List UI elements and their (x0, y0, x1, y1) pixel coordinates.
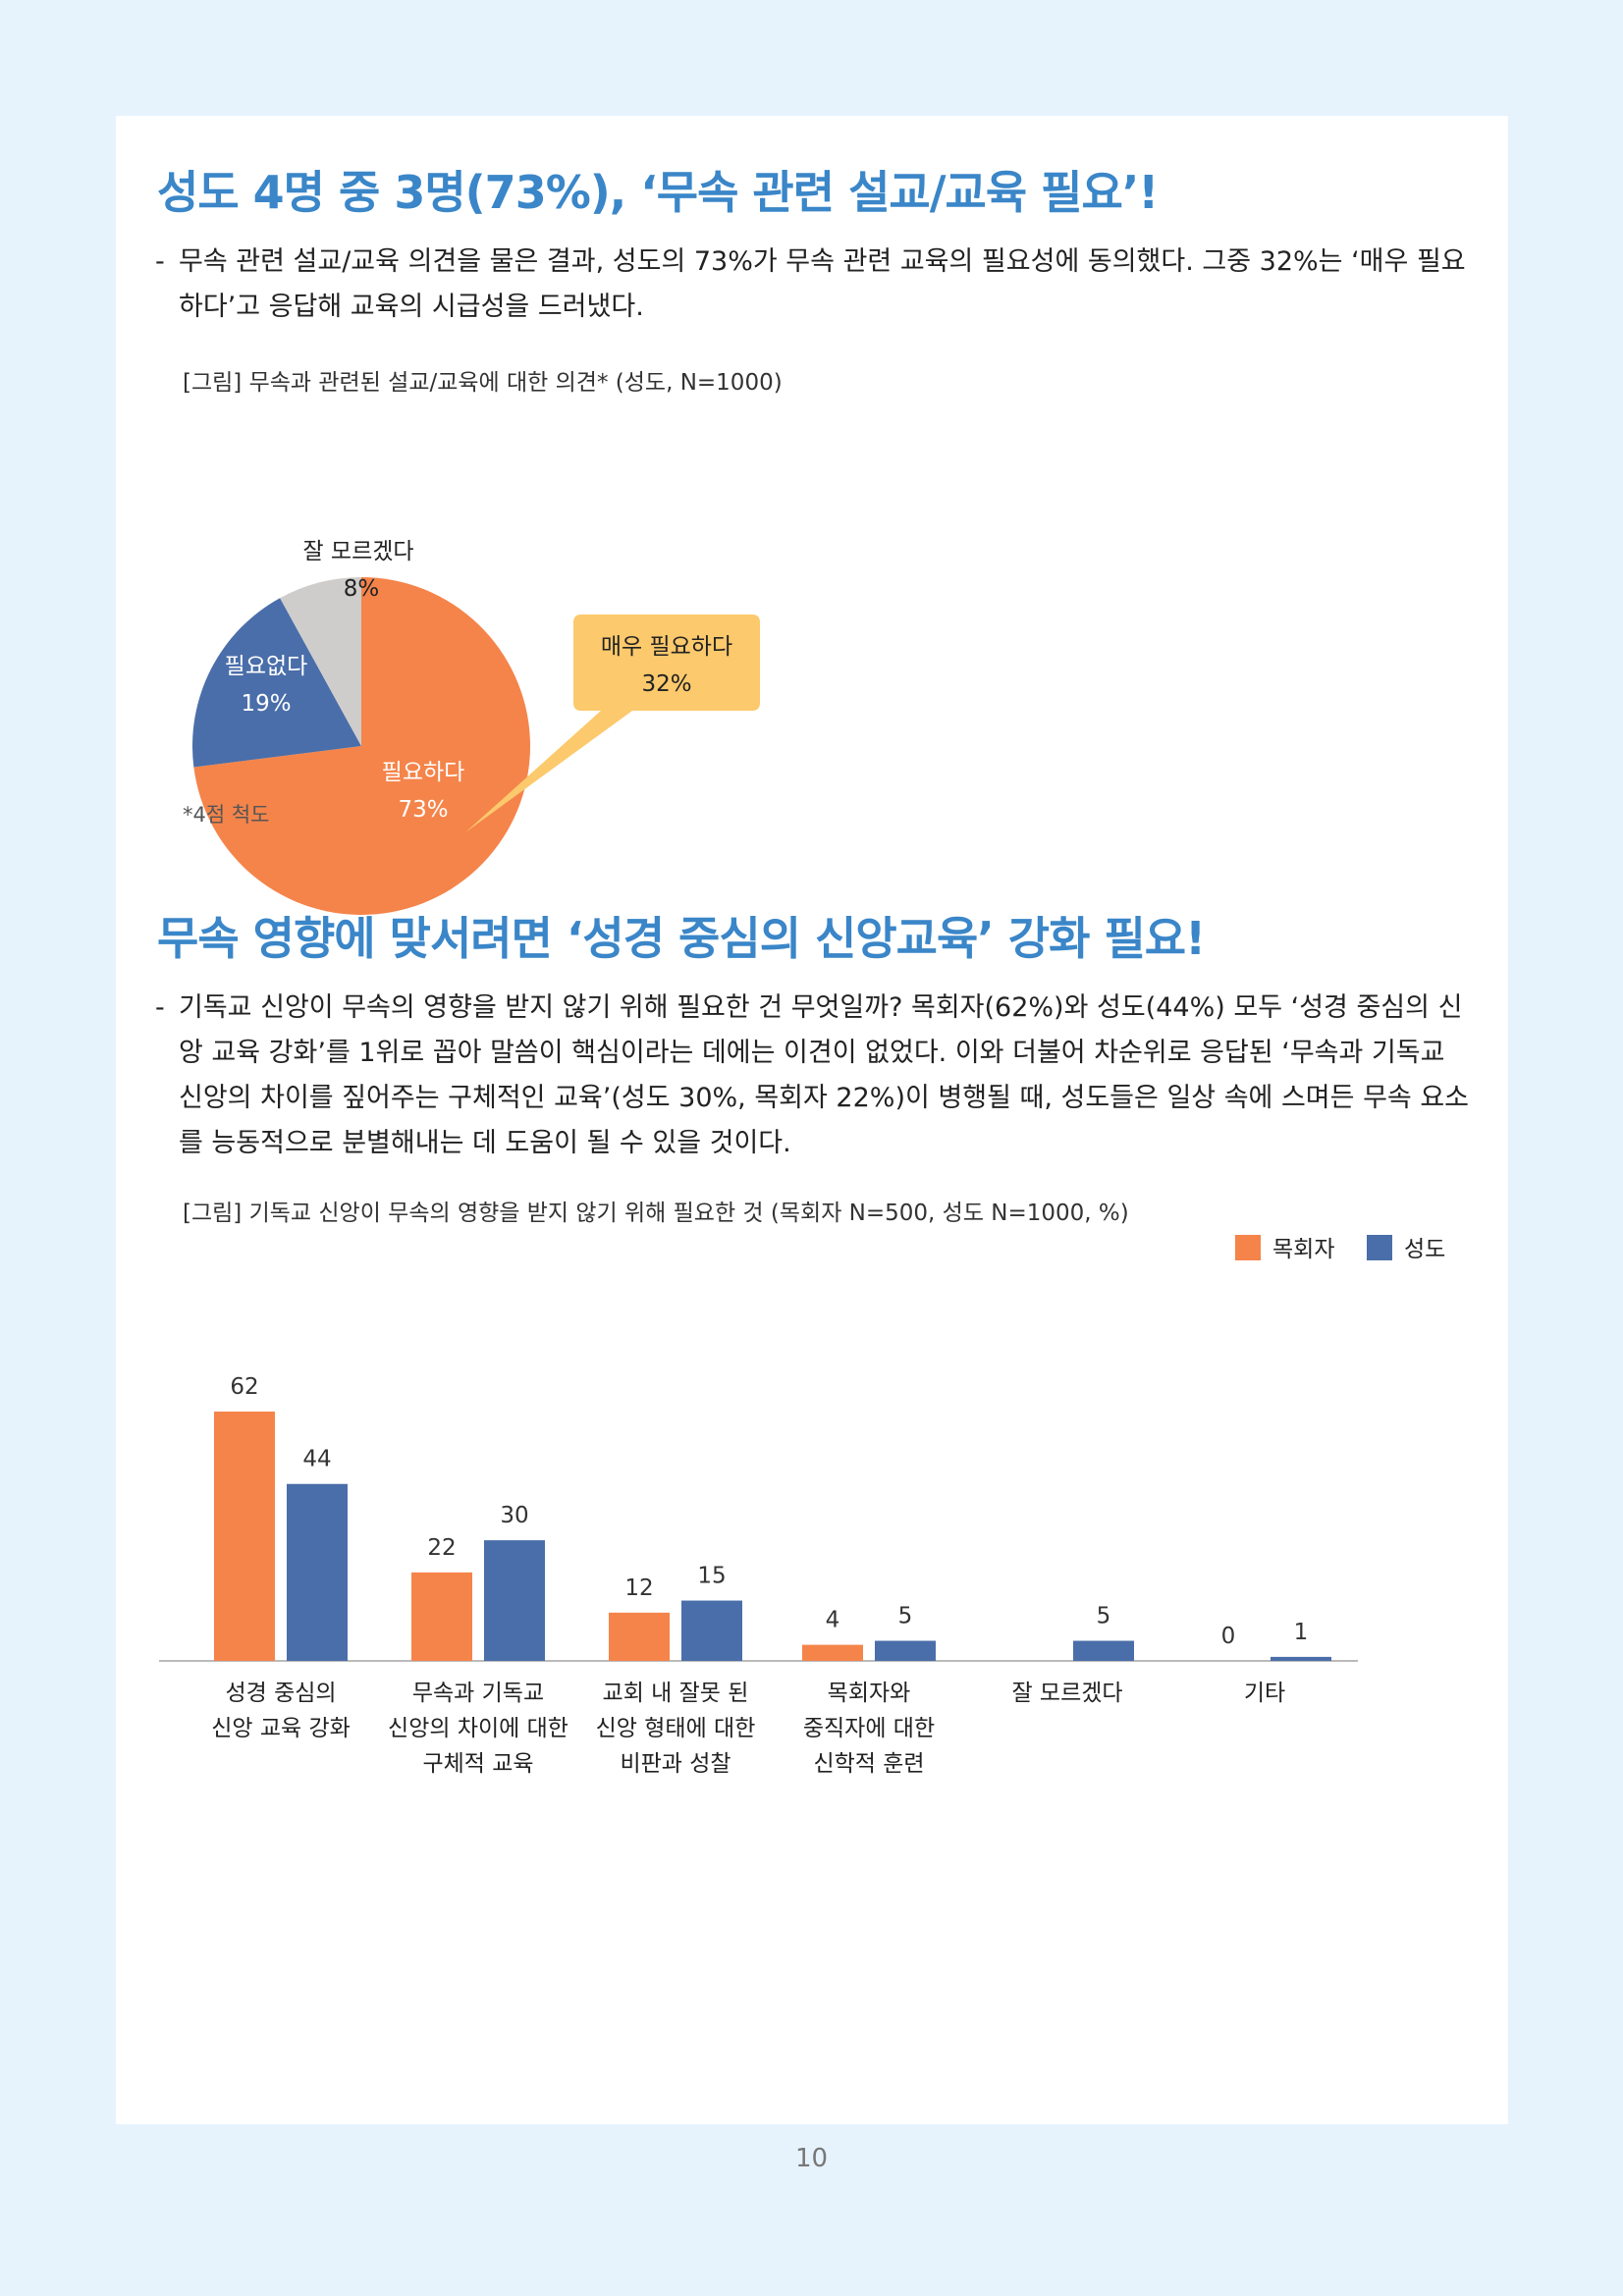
pie-value-2: 8% (344, 576, 380, 602)
bar-value-label: 12 (624, 1575, 653, 1601)
category-label-5: 기타 (1244, 1681, 1285, 1706)
category-label-2: 신앙 형태에 대한 (596, 1716, 756, 1741)
bar-figure-caption: [그림] 기독교 신앙이 무속의 영향을 받지 않기 위해 필요한 것 (목회자… (183, 1201, 1129, 1226)
bar-member-2 (681, 1600, 742, 1661)
category-label-2: 비판과 성찰 (620, 1751, 730, 1777)
section1-paragraph: - 무속 관련 설교/교육 의견을 물은 결과, 성도의 73%가 무속 관련 … (155, 240, 1477, 330)
callout-label: 매우 필요하다 (601, 634, 732, 660)
legend-swatch-0 (1235, 1235, 1261, 1260)
bar-member-0 (287, 1483, 348, 1661)
section1-heading: 성도 4명 중 3명(73%), ‘무속 관련 설교/교육 필요’! (157, 166, 1159, 219)
pie-value-0: 73% (398, 797, 448, 823)
bar-value-label: 0 (1221, 1624, 1236, 1649)
bar-pastor-3 (802, 1644, 863, 1661)
bar-member-1 (484, 1540, 545, 1661)
pie-label-1: 필요없다 (225, 654, 308, 679)
pie-chart: 필요하다 73% 필요없다 19% 잘 모르겠다 8% 매우 필요하다 32% (192, 539, 760, 915)
bar-value-label: 4 (826, 1608, 840, 1633)
bar-value-label: 62 (230, 1374, 258, 1400)
category-label-2: 교회 내 잘못 된 (603, 1681, 749, 1706)
category-label-3: 중직자에 대한 (803, 1716, 935, 1741)
section1-paragraph-text: 무속 관련 설교/교육 의견을 물은 결과, 성도의 73%가 무속 관련 교육… (179, 246, 1466, 322)
bar-value-label: 5 (898, 1604, 913, 1629)
bar-value-label: 30 (500, 1503, 528, 1528)
category-label-3: 신학적 훈련 (813, 1751, 924, 1777)
scale-footnote: *4점 척도 (183, 803, 270, 827)
bar-value-label: 5 (1097, 1604, 1111, 1629)
bullet-dash: - (155, 992, 165, 1023)
section2-paragraph-text: 기독교 신앙이 무속의 영향을 받지 않기 위해 필요한 건 무엇일까? 목회자… (179, 992, 1470, 1158)
bar-pastor-0 (214, 1412, 275, 1661)
callout-bubble (465, 614, 760, 832)
legend-swatch-1 (1367, 1235, 1392, 1260)
category-label-3: 목회자와 (828, 1681, 911, 1706)
category-label-1: 무속과 기독교 (412, 1681, 544, 1706)
pie-figure-caption: [그림] 무속과 관련된 설교/교육에 대한 의견* (성도, N=1000) (183, 370, 783, 396)
pie-slice-1 (192, 598, 361, 768)
pie-label-0: 필요하다 (382, 760, 465, 785)
report-page: 성도 4명 중 3명(73%), ‘무속 관련 설교/교육 필요’! - 무속 … (116, 116, 1508, 2124)
section2-paragraph: - 기독교 신앙이 무속의 영향을 받지 않기 위해 필요한 건 무엇일까? 목… (155, 986, 1477, 1166)
category-label-0: 성경 중심의 (225, 1681, 336, 1706)
category-label-1: 구체적 교육 (422, 1751, 533, 1777)
section2-heading: 무속 영향에 맞서려면 ‘성경 중심의 신앙교육’ 강화 필요! (157, 912, 1206, 965)
category-label-1: 신앙의 차이에 대한 (388, 1716, 568, 1741)
bar-value-label: 15 (697, 1564, 726, 1589)
category-label-0: 신앙 교육 강화 (211, 1716, 351, 1741)
pie-slice-0 (193, 577, 530, 915)
bar-member-4 (1073, 1640, 1134, 1661)
bar-pastor-1 (411, 1572, 472, 1661)
pie-value-1: 19% (241, 691, 291, 717)
category-label-4: 잘 모르겠다 (1011, 1681, 1122, 1706)
callout-value: 32% (641, 671, 691, 697)
bar-value-label: 22 (427, 1535, 456, 1561)
bar-pastor-2 (609, 1612, 670, 1661)
pie-label-2: 잘 모르겠다 (302, 539, 413, 564)
bar-value-label: 44 (302, 1447, 331, 1472)
pie-slice-2 (280, 577, 361, 746)
legend-label-1: 성도 (1404, 1237, 1445, 1262)
bar-value-label: 1 (1294, 1620, 1309, 1645)
bar-member-5 (1271, 1656, 1331, 1661)
bullet-dash: - (155, 246, 165, 277)
bar-member-3 (875, 1640, 936, 1661)
page-number: 10 (794, 2144, 829, 2173)
legend-label-0: 목회자 (1272, 1237, 1334, 1262)
